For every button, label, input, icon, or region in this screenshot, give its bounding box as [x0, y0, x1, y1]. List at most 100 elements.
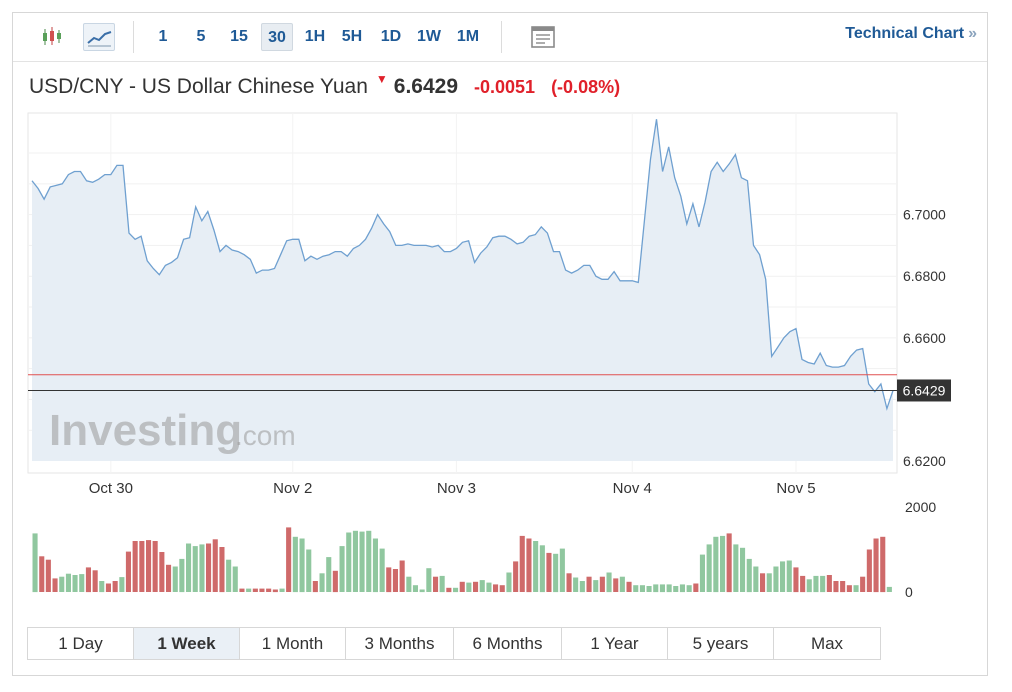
timeframe-15[interactable]: 15: [230, 28, 248, 45]
volume-bar: [372, 538, 378, 593]
volume-bar: [486, 582, 492, 592]
volume-bar: [793, 567, 799, 593]
volume-bar: [312, 581, 318, 593]
period-1-day[interactable]: 1 Day: [28, 628, 134, 659]
price-series-line: [31, 119, 894, 411]
period-max[interactable]: Max: [810, 634, 844, 653]
volume-bar: [639, 585, 645, 592]
period-1-month[interactable]: 1 Month: [240, 628, 346, 659]
volume-bar: [52, 578, 58, 592]
timeframe-1d[interactable]: 1D: [380, 28, 402, 45]
volume-bar: [706, 544, 712, 592]
period-1-week[interactable]: 1 Week: [134, 628, 240, 659]
volume-bar: [105, 583, 111, 592]
volume-bar: [419, 589, 425, 593]
volume-bar: [306, 549, 312, 592]
period-5-years[interactable]: 5 years: [668, 628, 774, 659]
volume-bar: [92, 570, 98, 592]
line-chart-button[interactable]: [83, 23, 115, 51]
timeframe-5[interactable]: 5: [196, 28, 206, 45]
timeframe-30[interactable]: 30: [261, 23, 293, 51]
volume-bar: [446, 587, 452, 593]
volume-bar: [85, 567, 91, 593]
layout-icon: [531, 26, 555, 48]
volume-bar: [880, 536, 886, 593]
price-change-percent: (-0.08%): [551, 76, 621, 97]
toolbar-divider: [133, 21, 134, 53]
volume-bar: [252, 588, 258, 592]
current-price-label: 6.6429: [903, 382, 946, 398]
x-tick-label: Nov 3: [437, 480, 476, 497]
volume-bar: [860, 576, 866, 592]
volume-bar: [866, 549, 872, 592]
volume-bar: [199, 544, 205, 592]
technical-chart-link[interactable]: Technical Chart»: [845, 25, 977, 43]
volume-bar: [246, 588, 252, 592]
volume-bar: [493, 584, 499, 593]
volume-bar: [559, 548, 565, 592]
volume-bar: [753, 566, 759, 592]
volume-bar: [519, 535, 525, 592]
volume-bar: [206, 543, 212, 592]
y-tick-label: 6.6600: [903, 330, 946, 346]
timeframe-1m[interactable]: 1M: [456, 28, 480, 45]
volume-bar: [853, 585, 859, 592]
volume-bar: [619, 576, 625, 592]
volume-bar: [266, 588, 272, 592]
volume-bar: [820, 575, 826, 593]
volume-bar: [186, 543, 192, 592]
volume-bar: [139, 541, 145, 592]
volume-bar: [740, 547, 746, 592]
investing-watermark-suffix: .com: [235, 420, 296, 451]
volume-bar: [399, 560, 405, 592]
period-3-months[interactable]: 3 Months: [346, 628, 454, 659]
period-1-year[interactable]: 1 Year: [562, 628, 668, 659]
volume-bar: [613, 578, 619, 592]
volume-bar: [426, 568, 432, 592]
quote-header: USD/CNY - US Dollar Chinese Yuan ▼ 6.6429-…: [29, 72, 621, 103]
current-price-tag: [897, 379, 951, 402]
volume-bar: [533, 541, 539, 592]
volume-bar: [152, 541, 158, 592]
layout-button[interactable]: [529, 23, 561, 51]
volume-bar: [666, 584, 672, 593]
price-chart[interactable]: Investing.com 6.6429 6.7000 6.6800 6.6600 6.6…: [13, 13, 987, 623]
volume-bar: [453, 587, 459, 593]
volume-bar: [45, 559, 51, 592]
volume-bar: [766, 573, 772, 592]
candlestick-chart-button[interactable]: [36, 23, 68, 51]
y-tick-label: 6.6800: [903, 268, 946, 284]
volume-bar: [125, 551, 131, 592]
volume-bar: [339, 546, 345, 592]
volume-bar: [646, 586, 652, 592]
volume-bar: [172, 566, 178, 592]
candlestick-chart-icon: [43, 27, 61, 45]
volume-bar: [606, 572, 612, 593]
volume-bar: [132, 541, 138, 592]
volume-bar: [32, 533, 38, 593]
volume-bar: [833, 581, 839, 593]
volume-bar: [179, 558, 185, 593]
volume-bar: [99, 581, 105, 593]
timeframe-5h[interactable]: 5H: [341, 28, 363, 45]
volume-bar: [626, 581, 632, 592]
timeframe-1w[interactable]: 1W: [417, 28, 441, 45]
line-chart-icon: [87, 31, 112, 47]
period-6-months[interactable]: 6 Months: [454, 628, 562, 659]
volume-bar: [599, 576, 605, 592]
volume-bar: [346, 532, 352, 592]
volume-bar: [212, 539, 218, 592]
toolbar-divider: [501, 21, 502, 53]
volume-bar: [720, 535, 726, 592]
volume-bar: [813, 575, 819, 593]
volume-bar: [65, 573, 71, 592]
volume-bar: [259, 588, 265, 592]
volume-bar: [119, 577, 125, 592]
volume-bar: [800, 575, 806, 593]
volume-bar: [593, 580, 599, 592]
volume-bar: [586, 576, 592, 592]
volume-bar: [433, 576, 439, 592]
timeframe-1h[interactable]: 1H: [304, 28, 326, 45]
volume-tick-label: 2000: [905, 499, 936, 515]
timeframe-1[interactable]: 1: [158, 28, 168, 45]
